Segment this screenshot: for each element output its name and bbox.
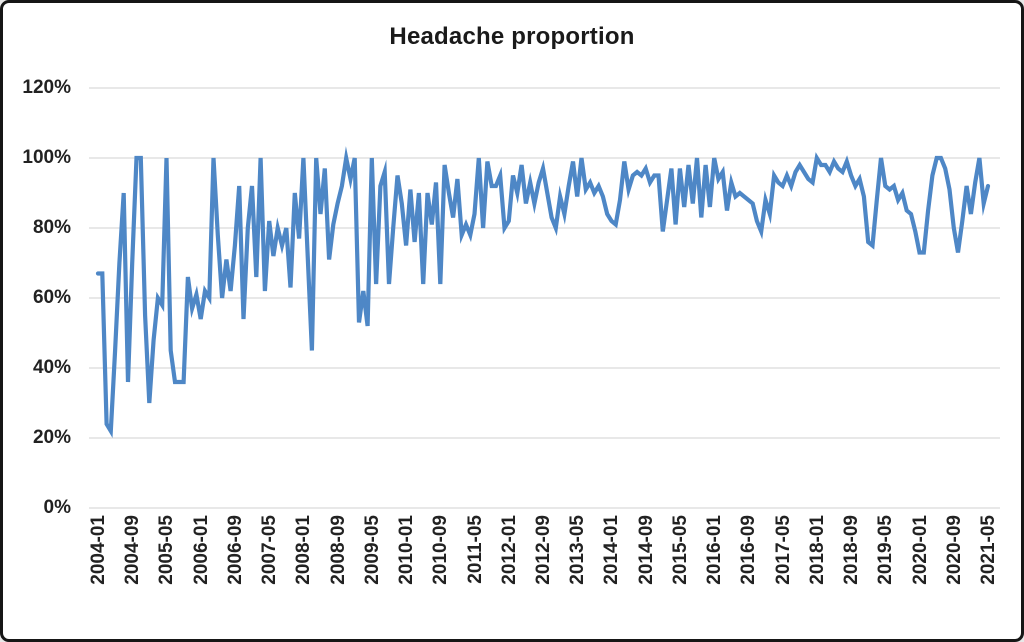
x-tick-label: 2014-09 xyxy=(635,515,657,585)
x-tick-label: 2009-05 xyxy=(361,515,383,585)
x-tick-label: 2017-05 xyxy=(772,515,794,585)
x-tick-label: 2006-09 xyxy=(224,515,246,585)
x-tick-label: 2004-01 xyxy=(88,515,109,585)
x-tick-label: 2020-01 xyxy=(909,515,931,585)
x-tick-label: 2018-01 xyxy=(806,515,828,585)
x-tick-label: 2008-09 xyxy=(327,515,349,585)
x-tick-label: 2020-09 xyxy=(943,515,965,585)
x-tick-label: 2016-09 xyxy=(738,515,760,585)
x-tick-label: 2010-09 xyxy=(430,515,452,585)
x-tick-label: 2019-05 xyxy=(875,515,897,585)
x-tick-label: 2008-01 xyxy=(293,515,315,585)
x-tick-label: 2007-05 xyxy=(259,515,281,585)
x-tick-label: 2011-05 xyxy=(464,515,486,584)
y-tick-label: 100% xyxy=(22,147,71,168)
x-tick-label: 2012-01 xyxy=(498,515,520,585)
x-tick-label: 2018-09 xyxy=(841,515,863,585)
x-tick-label: 2013-05 xyxy=(567,515,589,585)
headache-series-line xyxy=(95,146,991,438)
x-tick-label: 2012-09 xyxy=(533,515,554,585)
x-tick-label: 2005-05 xyxy=(156,515,178,585)
y-tick-label: 40% xyxy=(32,357,71,378)
y-tick-label: 60% xyxy=(32,287,71,308)
line-chart xyxy=(89,87,1000,509)
x-tick-label: 2014-01 xyxy=(601,515,623,585)
x-tick-label: 2006-01 xyxy=(190,515,212,585)
y-tick-label: 0% xyxy=(43,497,71,518)
y-tick-label: 80% xyxy=(32,217,71,238)
y-tick-label: 20% xyxy=(32,427,71,448)
x-tick-label: 2004-09 xyxy=(122,515,144,585)
y-tick-label: 120% xyxy=(22,77,71,98)
x-tick-label: 2021-05 xyxy=(978,515,999,585)
chart-title: Headache proportion xyxy=(389,23,635,50)
x-tick-label: 2010-01 xyxy=(396,515,418,585)
x-tick-label: 2016-01 xyxy=(704,515,726,585)
x-tick-label: 2015-05 xyxy=(669,515,691,585)
